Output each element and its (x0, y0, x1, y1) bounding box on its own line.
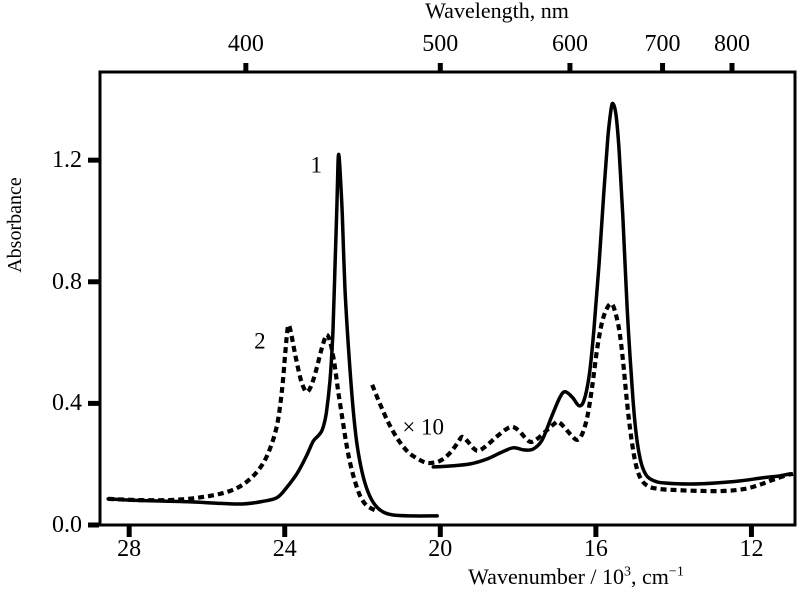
plot-border (98, 70, 797, 527)
top-axis-tick-label: 800 (713, 31, 750, 57)
top-axis-title: Wavelength, nm (425, 0, 569, 23)
y-axis-tick-label: 0.4 (52, 390, 82, 417)
scale-factor-label: × 10 (402, 414, 445, 440)
bottom-axis-tick-label: 20 (428, 536, 453, 562)
bottom-axis-title-text: Wavenumber / 10 (468, 564, 625, 589)
y-axis-tick-label: 0.8 (52, 268, 82, 295)
bottom-axis-tick-label: 12 (739, 536, 764, 562)
top-axis-tick-label: 500 (422, 31, 459, 57)
series-2-segment-1 (108, 322, 379, 513)
top-axis-tick-label: 700 (644, 31, 681, 57)
curve-1-label: 1 (310, 152, 322, 178)
y-axis-title: Absorbance (4, 177, 26, 273)
y-axis-tick-label: 1.2 (52, 147, 82, 174)
curve-2-label: 2 (254, 328, 266, 354)
bottom-axis-tick-label: 28 (117, 536, 142, 562)
top-axis-tick-label: 600 (551, 31, 588, 57)
bottom-axis-tick-label: 16 (583, 536, 608, 562)
series-1-segment-2 (431, 101, 792, 486)
top-axis-tick-label: 400 (227, 31, 264, 57)
bottom-axis-tick-label: 24 (272, 536, 297, 562)
y-axis-tick-label: 0.0 (52, 512, 82, 538)
series-1-segment-1 (106, 152, 439, 518)
bottom-axis-title: Wavenumber / 103, cm−1 (468, 564, 684, 589)
bottom-axis-title-superscript: −1 (668, 564, 684, 580)
bottom-axis-title-superscript: 3 (624, 564, 632, 580)
bottom-axis-title-text: , cm (631, 564, 669, 589)
series-2-segment-2 (370, 301, 794, 494)
